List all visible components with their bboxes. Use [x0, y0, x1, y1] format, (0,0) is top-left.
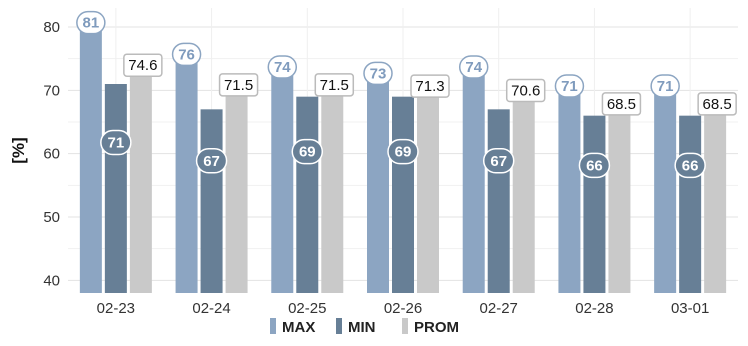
bar-prom	[225, 80, 248, 293]
legend-label: MIN	[348, 319, 376, 336]
bar-prom	[704, 99, 727, 293]
bar-max	[367, 71, 389, 293]
data-label-box	[505, 78, 546, 103]
bar-max	[654, 84, 677, 293]
data-label-max: 73	[370, 65, 387, 82]
bar-min	[296, 96, 319, 294]
data-labels: 81 71 74.6 76 67 71.5 74 69 71.5 73 69 71.3 74 67 70.6…	[76, 10, 737, 179]
data-label-box	[578, 152, 611, 179]
data-label-box	[267, 55, 298, 79]
x-tick-label: 02-28	[575, 300, 613, 317]
data-label-prom: 68.5	[703, 96, 732, 113]
bar-max	[79, 20, 102, 294]
data-label-max: 76	[178, 46, 195, 63]
data-label-box	[387, 138, 419, 165]
data-label-max: 74	[465, 59, 482, 76]
x-axis: 02-23 02-24 02-25 02-26 02-27 02-28 03-01	[97, 300, 710, 317]
data-label-box	[674, 152, 706, 179]
data-label-max: 71	[657, 78, 674, 95]
data-label-box	[554, 74, 585, 98]
data-label-box	[171, 42, 202, 67]
bar-prom	[417, 82, 439, 293]
data-label-box	[291, 138, 324, 165]
data-label-box	[697, 92, 737, 116]
bar-min	[679, 115, 702, 294]
data-label-box	[410, 74, 450, 98]
data-label-min: 66	[682, 157, 699, 174]
y-tick-label: 70	[43, 82, 60, 99]
x-tick-label: 02-24	[192, 300, 230, 317]
data-label-box	[650, 74, 680, 98]
y-tick-label: 60	[43, 146, 60, 163]
data-label-box	[195, 148, 228, 174]
data-label-box	[601, 92, 642, 116]
bar-min	[200, 109, 223, 293]
data-label-box	[314, 73, 355, 97]
legend: MAX MIN PROM	[270, 318, 459, 336]
data-label-min: 69	[299, 144, 316, 161]
y-axis: 40 50 60 70 80	[43, 19, 60, 289]
bar-prom	[608, 99, 631, 293]
data-label-min: 67	[490, 153, 507, 170]
data-label-box	[100, 129, 132, 156]
data-label-box	[363, 61, 393, 86]
legend-label: PROM	[414, 319, 459, 336]
y-axis-title: [%]	[9, 137, 28, 163]
bar-max	[271, 65, 294, 293]
bar-min	[104, 84, 127, 293]
data-label-prom: 70.6	[511, 83, 540, 100]
data-label-box	[76, 10, 106, 35]
legend-label: MAX	[282, 319, 315, 336]
data-label-min: 71	[108, 135, 125, 152]
data-label-prom: 74.6	[128, 57, 157, 74]
legend-swatch	[336, 318, 342, 334]
data-label-max: 74	[274, 59, 291, 76]
y-tick-label: 50	[43, 209, 60, 226]
bar-max	[558, 84, 581, 293]
data-label-box	[482, 148, 515, 174]
data-label-max: 81	[83, 15, 100, 32]
data-label-box	[218, 73, 259, 97]
legend-swatch	[270, 318, 276, 334]
bar-min	[583, 115, 606, 294]
y-tick-label: 40	[43, 272, 60, 289]
bar-min	[392, 96, 414, 294]
data-label-prom: 71.5	[320, 77, 349, 94]
bar-prom	[321, 80, 344, 293]
data-label-box	[458, 55, 489, 79]
bar-max	[175, 52, 198, 294]
y-tick-label: 80	[43, 19, 60, 36]
data-label-prom: 71.5	[224, 77, 253, 94]
legend-swatch	[402, 318, 408, 334]
bar-prom	[129, 61, 152, 294]
x-tick-label: 02-26	[384, 300, 422, 317]
data-label-min: 69	[395, 144, 412, 161]
bar-prom	[512, 86, 535, 294]
data-label-max: 71	[561, 78, 578, 95]
x-tick-label: 03-01	[671, 300, 709, 317]
bar-min	[487, 109, 510, 293]
data-label-min: 66	[586, 157, 603, 174]
data-label-min: 67	[203, 153, 220, 170]
bar-max	[462, 65, 485, 293]
x-tick-label: 02-27	[480, 300, 518, 317]
bars	[79, 20, 727, 294]
x-tick-label: 02-25	[288, 300, 326, 317]
data-label-box	[123, 53, 163, 77]
data-label-prom: 68.5	[607, 96, 636, 113]
x-tick-label: 02-23	[97, 300, 135, 317]
data-label-prom: 71.3	[415, 78, 444, 95]
